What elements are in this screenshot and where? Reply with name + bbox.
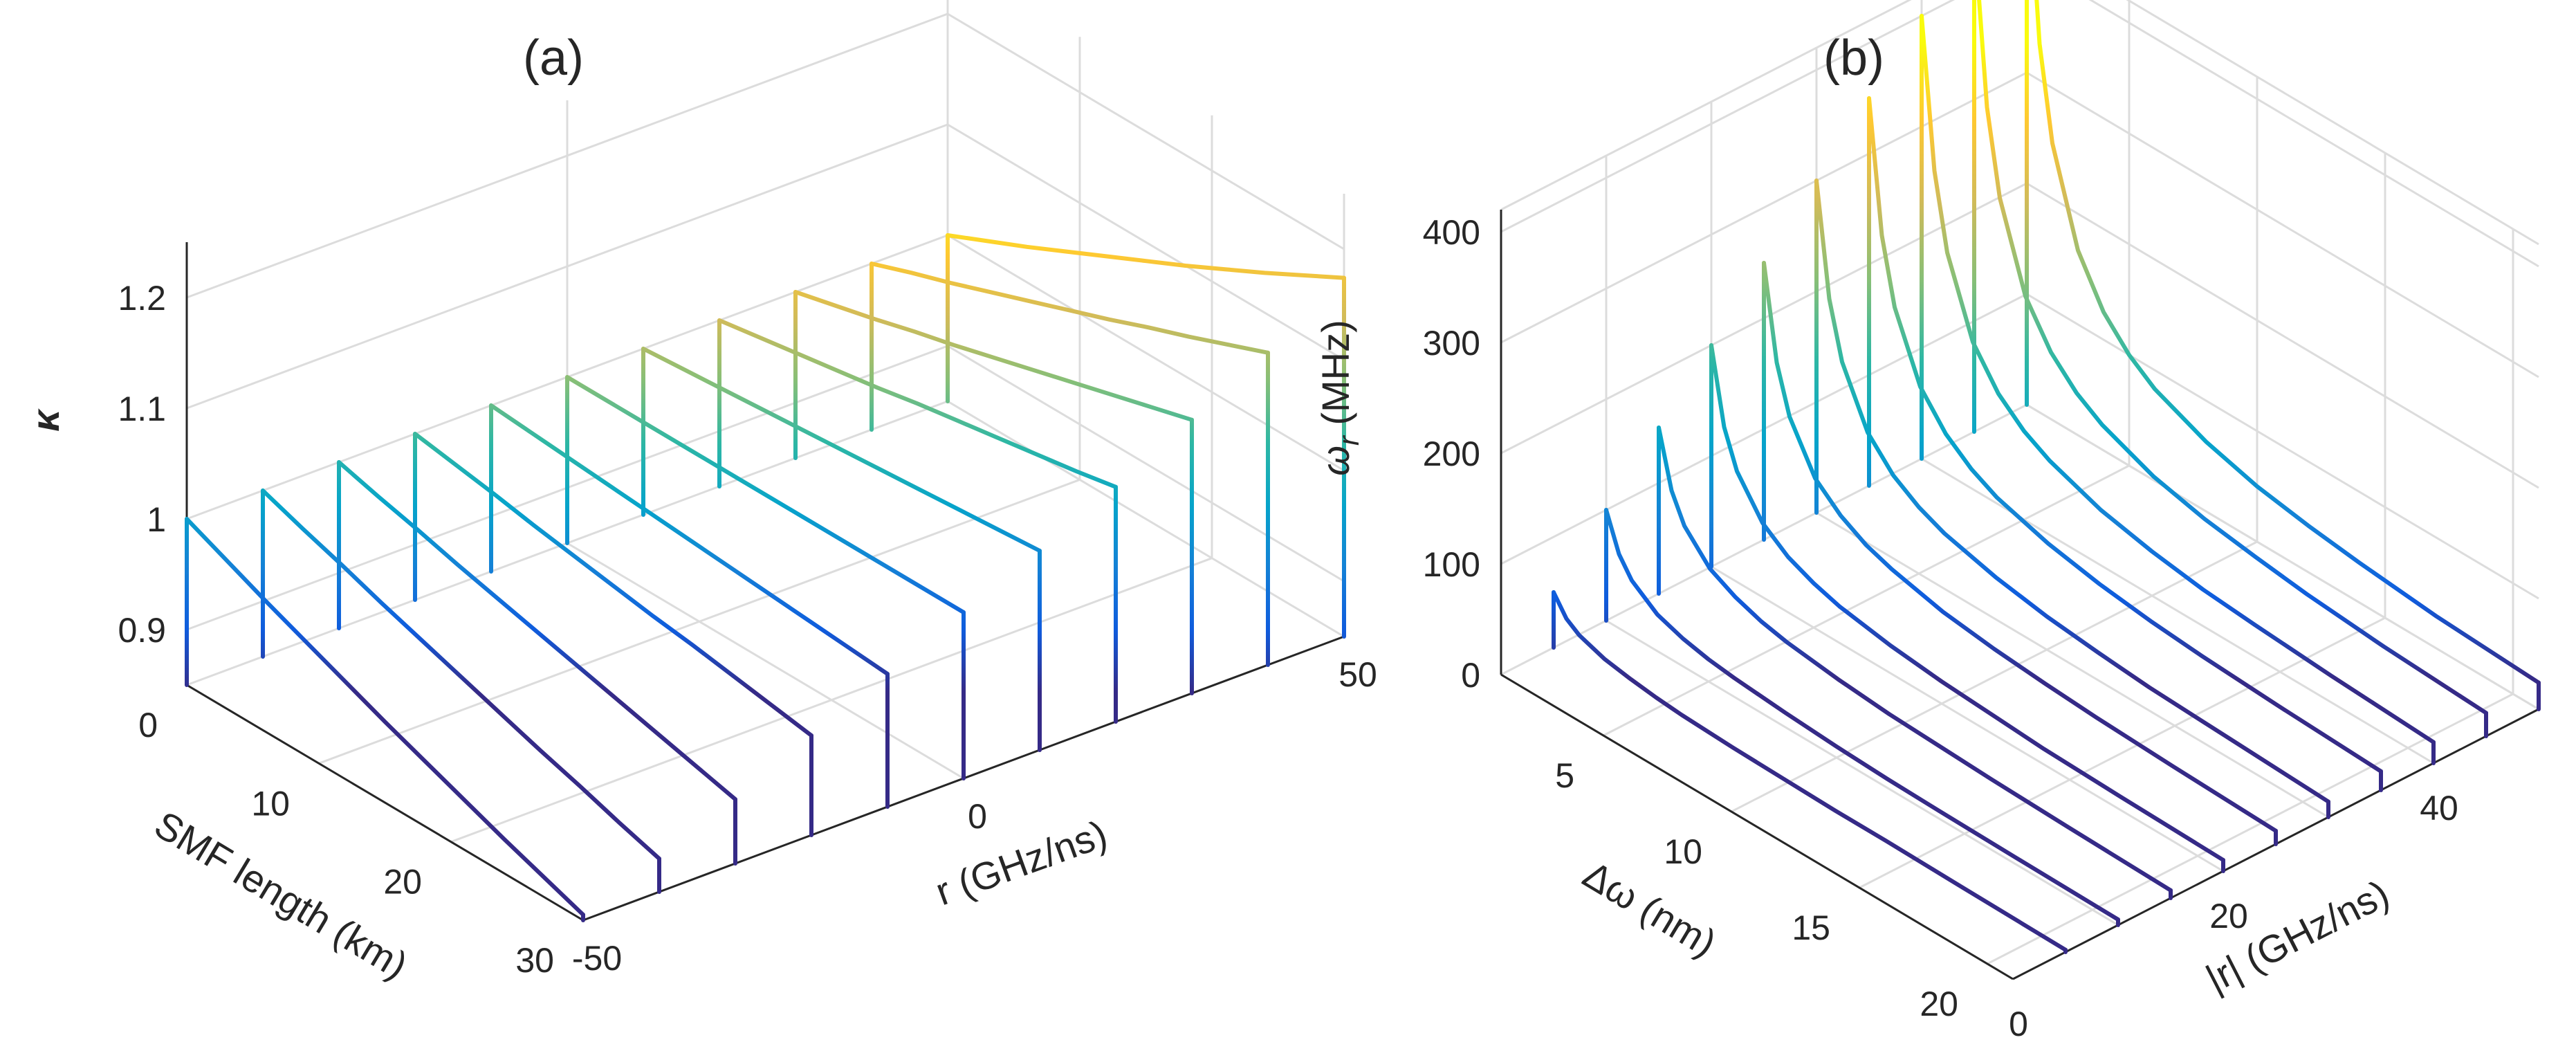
panel-b-z-tick-label: 400 bbox=[1423, 213, 1480, 252]
panel-b-z-tick-label: 0 bbox=[1461, 656, 1480, 695]
panel-b-series-line bbox=[2034, 0, 2541, 685]
panel-a-series-line bbox=[185, 517, 585, 917]
panel-b-x-axis-line bbox=[1500, 673, 2014, 980]
panel-b-z-axis-label-symbol: ω bbox=[1314, 446, 1357, 476]
panel-a-series-line bbox=[717, 318, 1118, 489]
panel-a-curves bbox=[185, 233, 1346, 922]
panel-b-x-tick-label: 20 bbox=[1920, 985, 1958, 1023]
panel-b-grid-line-x bbox=[1859, 153, 2386, 889]
panel-b-title: (b) bbox=[1823, 30, 1884, 86]
panel-a-series-line bbox=[489, 403, 890, 676]
panel-a-title: (a) bbox=[523, 30, 584, 86]
panel-b-grid-line-y bbox=[2025, 0, 2539, 711]
panel-b-series-line bbox=[1762, 261, 2278, 833]
panel-a-series-line bbox=[413, 432, 813, 738]
panel-a-grid-line-z bbox=[186, 12, 1345, 299]
panel-b-series-line bbox=[1977, 0, 2488, 715]
panel-b-z-tick-label: 300 bbox=[1423, 324, 1480, 363]
panel-a-grid-line-x bbox=[318, 37, 1081, 765]
panel-a-grid-line-z bbox=[186, 123, 1345, 410]
panel-a-x-tick-label: 0 bbox=[138, 706, 158, 744]
panel-a-series-line bbox=[946, 233, 1346, 280]
panel-b-x-tick-label: 5 bbox=[1555, 756, 1574, 795]
panel-b-y-tick-label: 0 bbox=[2009, 1005, 2028, 1042]
panel-b-grid-line-x bbox=[1987, 229, 2514, 965]
panel-b-grid-line-y bbox=[1920, 0, 2434, 765]
panel-a-series-line bbox=[261, 488, 661, 861]
panel-a-grid-line-y bbox=[946, 0, 1345, 638]
panel-a-series-line bbox=[337, 460, 737, 802]
panel-a-z-tick-label: 1 bbox=[147, 500, 166, 539]
panel-a-x-axis-line bbox=[186, 684, 584, 922]
panel-b-z-axis-label-unit: (MHz) bbox=[1314, 320, 1357, 436]
panel-a-z-tick-label: 1.1 bbox=[118, 390, 166, 428]
panel-b-grid-line-z bbox=[1500, 0, 2539, 268]
panel-a-x-tick-label: 30 bbox=[515, 941, 554, 980]
panel-b-z-tick-label: 100 bbox=[1423, 545, 1480, 584]
panel-a-grid-line-z bbox=[186, 234, 1345, 520]
panel-a-series-line bbox=[870, 262, 1270, 355]
panel-b-curves bbox=[1552, 0, 2541, 954]
panel-b-y-tick-label: 40 bbox=[2420, 789, 2458, 828]
panel-b-z-tick-label: 200 bbox=[1423, 435, 1480, 473]
panel-b-series-line bbox=[1709, 343, 2225, 862]
panel-a-kappa-vs-smf-length: 0.9 1 1.1 1.2 0 10 20 30 -50 0 50 (a) κ SMF length… bbox=[24, 0, 1377, 987]
panel-b-z-axis-label-subscript: r bbox=[1332, 435, 1365, 446]
panel-a-x-tick-label: 10 bbox=[251, 784, 290, 823]
panel-b-series-line bbox=[1814, 179, 2330, 804]
panel-a-grid bbox=[185, 0, 1345, 922]
panel-a-x-tick-label: 20 bbox=[383, 863, 422, 902]
panel-b-series-line bbox=[1604, 508, 2120, 922]
panel-b-series-line bbox=[1552, 590, 2068, 952]
panel-b-grid-line-z bbox=[1500, 71, 2539, 378]
panel-a-z-tick-label: 1.2 bbox=[118, 279, 166, 318]
panel-a-series-line bbox=[565, 375, 966, 614]
panel-a-z-tick-label: 0.9 bbox=[118, 611, 166, 650]
panel-b-y-tick-label: 20 bbox=[2209, 897, 2248, 935]
panel-a-series-line bbox=[793, 290, 1194, 422]
panel-b-series-line bbox=[1867, 96, 2383, 774]
panel-a-y-tick-label: -50 bbox=[572, 939, 622, 978]
panel-a-grid-line-y bbox=[566, 100, 964, 780]
panel-a-tick-labels: 0.9 1 1.1 1.2 0 10 20 30 -50 0 50 bbox=[118, 279, 1377, 980]
panel-b-z-axis-label: ωr (MHz) bbox=[1314, 320, 1365, 476]
panel-a-y-tick-label: 0 bbox=[968, 797, 987, 836]
panel-a-z-axis-label: κ bbox=[24, 408, 67, 432]
panel-a-series-line bbox=[641, 347, 1042, 553]
panel-a-grid-line-x bbox=[582, 194, 1345, 922]
panel-b-grid-line-x bbox=[1731, 77, 2258, 813]
panel-b-series-line bbox=[1920, 14, 2436, 744]
panel-b-x-tick-label: 15 bbox=[1792, 908, 1830, 947]
panel-a-y-tick-label: 50 bbox=[1338, 655, 1377, 694]
panel-a-grid-line-z bbox=[186, 345, 1345, 631]
panel-a-x-axis-label: SMF length (km) bbox=[147, 803, 415, 987]
panel-b-series-line bbox=[1657, 426, 2173, 893]
panel-b-y-axis-label: |r| (GHz/ns) bbox=[2199, 871, 2396, 1000]
panel-b-grid-top-edge bbox=[1500, 0, 2539, 246]
panel-b-grid-line-x bbox=[1603, 1, 2131, 737]
panel-a-y-axis-label: r (GHz/ns) bbox=[930, 812, 1112, 914]
panel-a-grid-line-x bbox=[450, 115, 1213, 843]
panel-b-x-tick-label: 10 bbox=[1664, 832, 1702, 871]
